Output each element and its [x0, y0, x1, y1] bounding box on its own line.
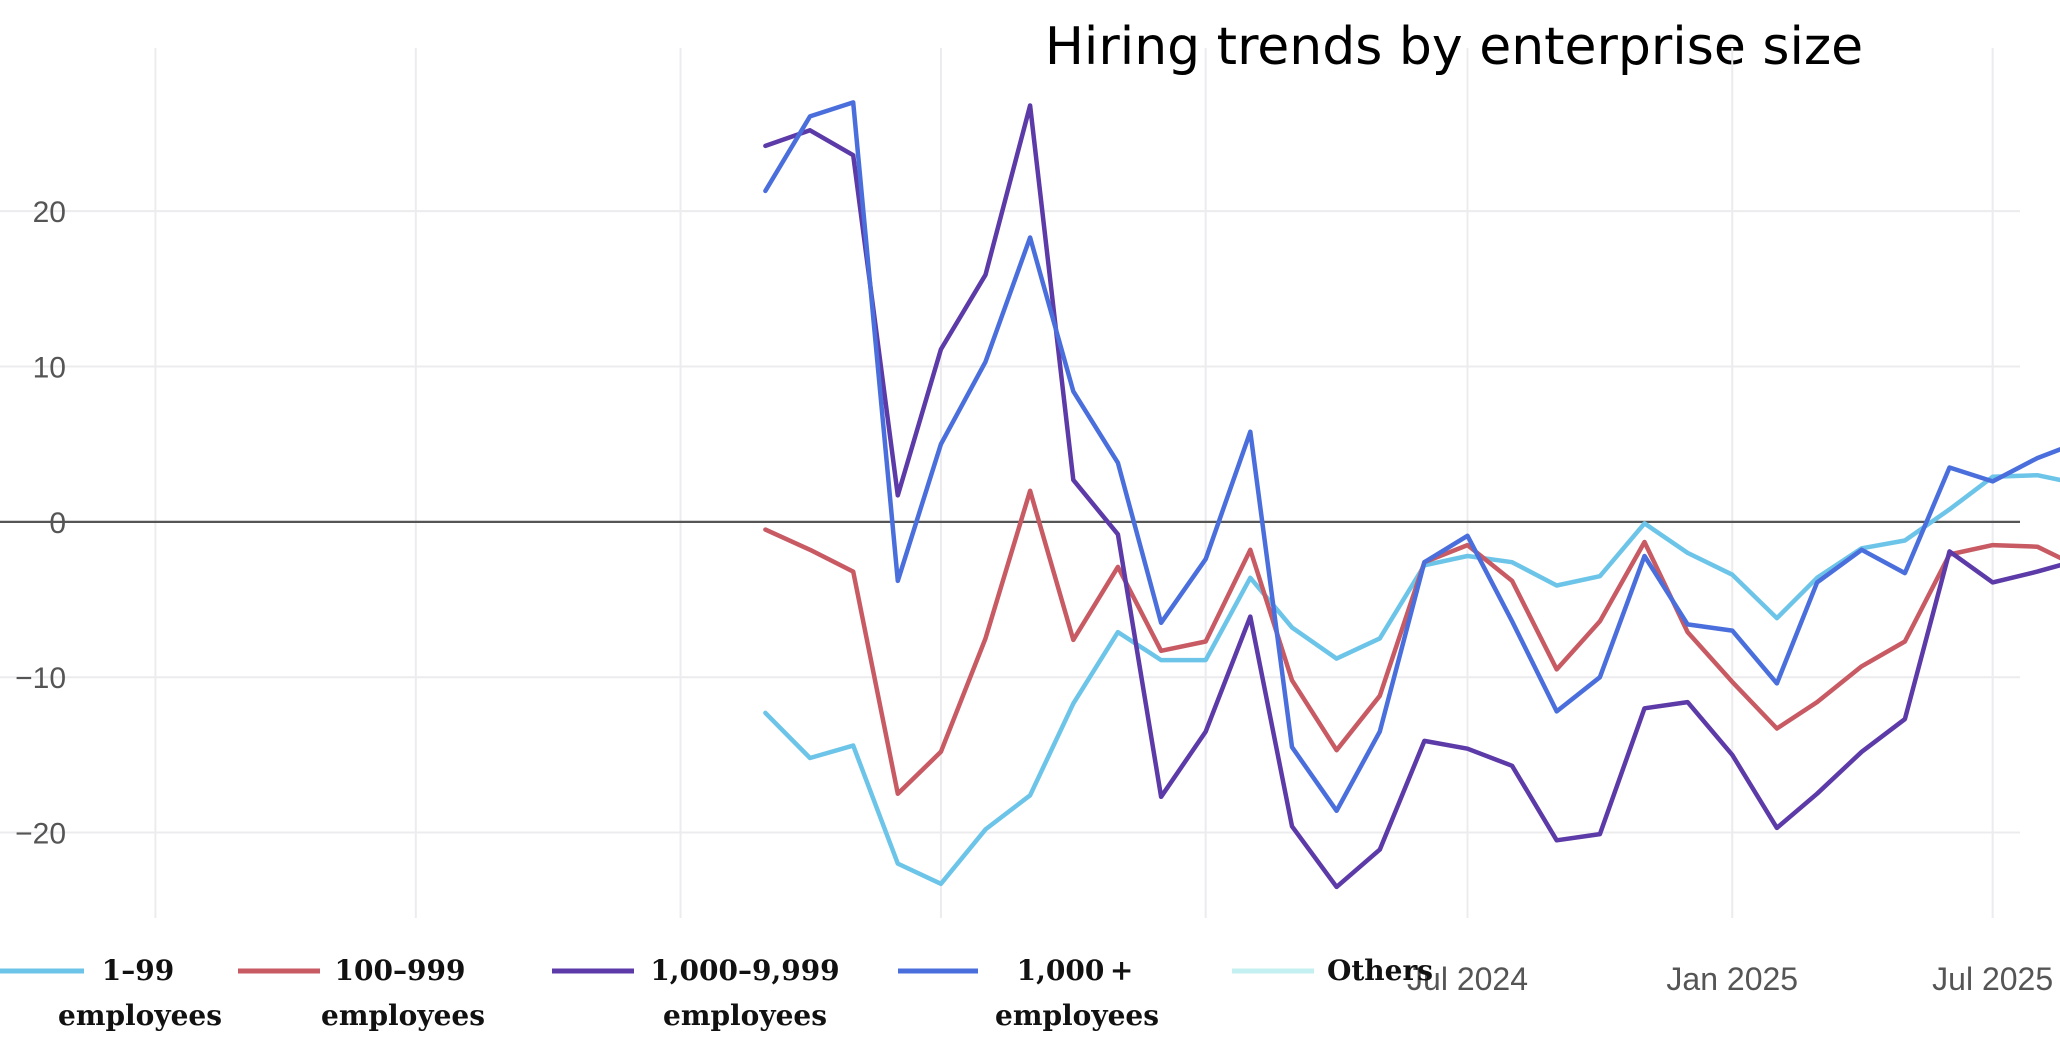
legend-label: employees: [663, 999, 827, 1032]
legend-label: 1,000–9,999: [650, 954, 839, 987]
y-tick-label: 10: [33, 351, 66, 384]
legend-label: 1,000 +: [1017, 954, 1134, 987]
y-tick-label: −20: [15, 818, 66, 851]
x-axis-tick-labels: Jul 2024 Jan 2025 Jul 2025: [1407, 961, 2053, 997]
x-tick-label: Jul 2024: [1407, 961, 1528, 997]
series-line-s4: [763, 100, 2060, 814]
y-tick-label: 0: [49, 507, 66, 540]
y-tick-label: −10: [15, 662, 66, 695]
x-tick-label: Jan 2025: [1666, 961, 1798, 997]
legend-item-1000-9999[interactable]: 1,000–9,999 employees: [552, 954, 840, 1032]
vertical-gridlines: [154, 48, 1994, 918]
legend-label: 1–99: [102, 954, 174, 987]
series-line-s3: [763, 103, 2060, 890]
series-line-s1: [763, 472, 2060, 887]
y-axis-tick-labels: 20 10 0 −10 −20: [15, 196, 66, 850]
legend-label: employees: [321, 999, 485, 1032]
legend-item-1000-plus[interactable]: 1,000 + employees: [898, 954, 1159, 1032]
legend: 1–99 employees 100–999 employees 1,000–9…: [0, 954, 1433, 1032]
horizontal-gridlines: [0, 210, 2020, 834]
series-line-s2: [763, 488, 2060, 796]
legend-item-others[interactable]: Others: [1232, 954, 1433, 987]
legend-label: employees: [995, 999, 1159, 1032]
legend-label: Others: [1327, 954, 1433, 987]
legend-item-100-999[interactable]: 100–999 employees: [238, 954, 485, 1032]
y-tick-label: 20: [33, 196, 66, 229]
chart-title: Hiring trends by enterprise size: [1045, 17, 1863, 77]
x-tick-label: Jul 2025: [1932, 961, 2053, 997]
legend-item-1-99[interactable]: 1–99 employees: [0, 954, 222, 1032]
legend-label: employees: [58, 999, 222, 1032]
series-lines: [763, 100, 2060, 890]
legend-label: 100–999: [335, 954, 466, 987]
